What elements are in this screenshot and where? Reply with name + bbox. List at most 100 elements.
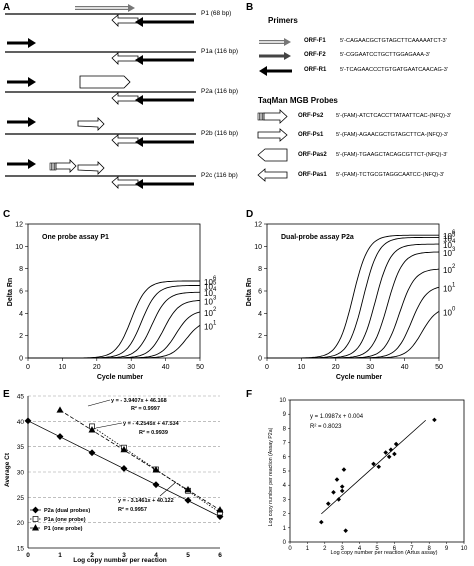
chart-c-xtick-label: 10 (59, 364, 67, 371)
probes-title: TaqMan MGB Probes (258, 96, 338, 105)
diagram-label-p2c: P2c (116 bp) (201, 172, 238, 179)
diagram-row-p2c (5, 159, 196, 189)
panel-letter-d: D (246, 209, 254, 220)
chart-d-series-label: 10 (443, 308, 452, 317)
chart-e-xtick-label: 2 (90, 552, 94, 559)
chart-e-legend-marker (32, 516, 39, 522)
chart-c-curve-4 (28, 291, 201, 359)
chart-f-ytick-label: 4 (283, 483, 287, 489)
chart-f-xtick-label: 3 (341, 546, 345, 552)
diagram-row-p2a (5, 75, 196, 105)
chart-e-ylabel: Average Ct (4, 452, 11, 487)
chart-f-point (336, 497, 342, 502)
chart-f-ytick-label: 7 (283, 441, 287, 447)
chart-e-point-diamond (120, 465, 128, 472)
chart-d-xlabel: Cycle number (336, 374, 383, 381)
chart-d-plot-frame (266, 223, 440, 359)
standard-curve-chart: Average Ct Log copy number per reaction … (4, 394, 224, 564)
chart-e-point-triangle (184, 485, 192, 493)
chart-e-point-triangle (120, 445, 128, 453)
chart-e-point-diamond (24, 417, 32, 425)
chart-c-xtick-label: 50 (196, 364, 204, 371)
chart-d-curve-3 (267, 251, 440, 359)
chart-e-trendline (59, 409, 221, 511)
chart-e-ytick-label: 25 (17, 495, 25, 502)
chart-d-series-exponent: 2 (452, 264, 456, 270)
chart-d-xtick-label: 50 (435, 364, 443, 371)
chart-c-series-label: 10 (204, 297, 213, 306)
panel-letter-b: B (246, 2, 254, 13)
chart-f-ytick-label: 3 (283, 497, 287, 503)
probe-name-ps1: ORF-Ps1 (298, 132, 324, 138)
chart-d-series-exponent: 6 (452, 230, 456, 236)
chart-f-point (339, 488, 345, 494)
chart-c-ytick-label: 12 (15, 222, 23, 229)
chart-e-xtick-label: 6 (218, 552, 222, 559)
primer-name-r1: ORF-R1 (304, 67, 327, 73)
diagram-label-p2b: P2b (116 bp) (201, 130, 239, 137)
open-arrow-left-icon (111, 52, 139, 65)
chart-e-xtick-label: 0 (26, 552, 30, 559)
chart-e-ytick-label: 45 (17, 394, 25, 401)
chart-e-point-diamond (184, 496, 192, 504)
chart-e-point-diamond (88, 449, 96, 457)
chart-c-ytick-label: 8 (19, 266, 23, 273)
chart-c-curve-6 (28, 280, 200, 359)
primer-name-f2: ORF-F2 (304, 52, 326, 58)
chart-e-eq-arrow (87, 399, 111, 407)
correlation-chart: Log copy number per reaction (Assay P2a)… (268, 398, 468, 556)
chart-f-point (386, 454, 392, 460)
chart-e-eq-2: y = - 4.2545x + 47.534 (123, 421, 180, 427)
chart-e-xtick-label: 4 (154, 552, 158, 559)
chart-d-ytick-label: 12 (254, 222, 262, 229)
chart-d-curve-6 (267, 234, 439, 359)
chart-f-point (331, 490, 336, 495)
chart-f-frame (289, 399, 465, 543)
diagram-label-p2a: P2a (116 bp) (201, 88, 239, 95)
chart-e-xtick-label: 1 (58, 552, 62, 559)
open-arrow-left-icon (111, 176, 139, 189)
chart-c-ytick-label: 6 (19, 289, 23, 296)
open-arrow-left-icon (257, 168, 288, 182)
chart-e-ytick-label: 40 (17, 419, 25, 426)
primers-title: Primers (268, 16, 298, 25)
chart-d-ytick-label: 4 (258, 311, 262, 318)
chart-e-ytick-label: 15 (17, 546, 25, 553)
chart-e-legend-3: P1 (one probe) (44, 526, 83, 532)
chart-c-curve-3 (28, 299, 201, 359)
primer-seq-f2: 5'-CGGAATCCTGCTTGGAGAAA-3' (340, 52, 430, 58)
chart-c-ytick-label: 2 (19, 333, 23, 340)
chart-d-ytick-label: 10 (254, 244, 262, 251)
chart-f-point (388, 447, 394, 452)
chart-c-ytick-label: 10 (15, 244, 23, 251)
open-arrow-left-icon (111, 134, 139, 147)
chart-c-xlabel: Cycle number (97, 374, 144, 381)
diagram-row-p1a (5, 38, 196, 65)
chart-c-series-label: 10 (204, 278, 213, 287)
chart-c-ytick-label: 0 (19, 356, 23, 363)
chart-c-xtick-label: 40 (162, 364, 170, 371)
chart-f-xtick-label: 1 (306, 546, 310, 552)
chart-c-ytick-label: 4 (19, 311, 23, 318)
chart-e-ytick-label: 20 (17, 520, 25, 527)
chart-c-plot-frame (27, 223, 201, 359)
chart-f-point (341, 467, 347, 472)
chart-f-point (383, 450, 388, 455)
chart-f-xtick-label: 9 (445, 546, 449, 552)
primer-seq-r1: 5'-TCAGAACCCTGTGATGAATCAACAG-3' (340, 67, 448, 73)
chart-f-r2: R² = 0.8023 (310, 424, 342, 430)
chart-c-series-exponent: 3 (213, 295, 217, 301)
chart-f-xtick-label: 10 (461, 546, 468, 552)
chart-c-xtick-label: 30 (127, 364, 135, 371)
chart-e-eq-3: y = - 3.1461x + 40.122 (118, 498, 174, 504)
chart-e-point-triangle (88, 426, 96, 433)
chart-d-xtick-label: 0 (265, 364, 269, 371)
chart-f-ytick-label: 2 (283, 512, 287, 518)
chart-f-ylabel: Log copy number per reaction (Assay P2a) (268, 427, 274, 526)
panel-letter-c: C (3, 209, 11, 220)
chart-d-ytick-label: 2 (258, 333, 262, 340)
chart-e-point-diamond (56, 433, 64, 440)
chart-f-xtick-label: 7 (410, 546, 414, 552)
chart-d-xtick-label: 40 (401, 364, 409, 371)
chart-d-xtick-label: 10 (298, 364, 306, 371)
